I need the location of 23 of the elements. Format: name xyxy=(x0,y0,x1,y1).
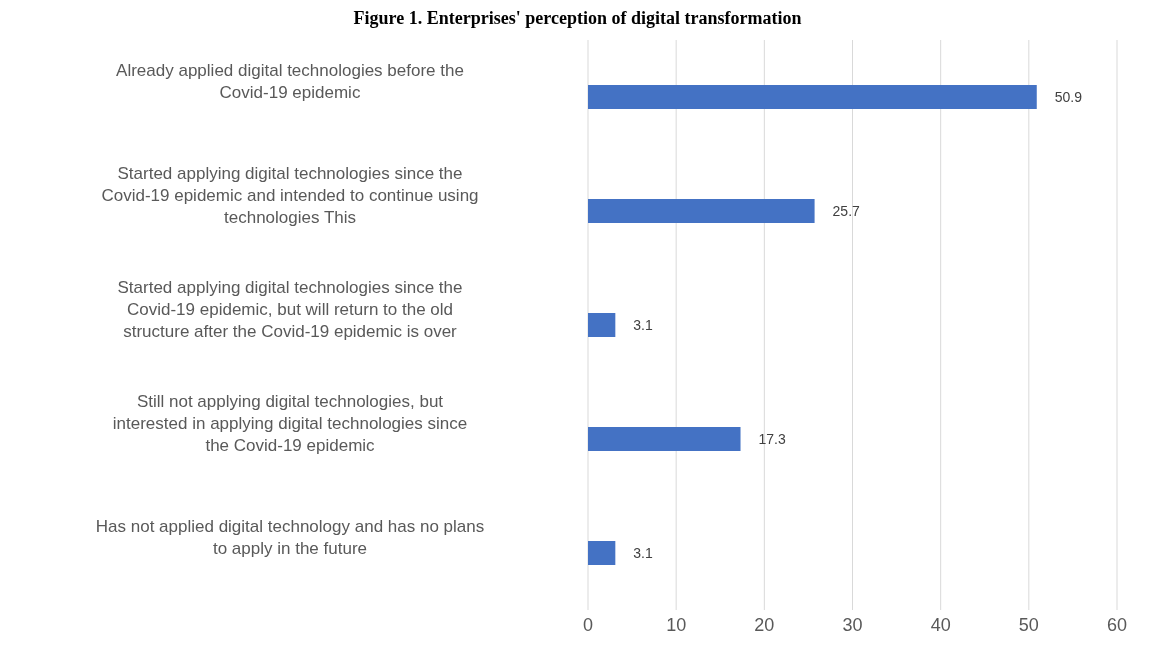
y-tick-label: Still not applying digital technologies, but interested in applying digital technologies since the Covid-19 epidemic xyxy=(112,392,468,455)
y-tick-label: Started applying digital technologies since the Covid-19 epidemic and intended to continue using technologies This xyxy=(101,164,479,227)
chart-title: Figure 1. Enterprises' perception of digital transformation xyxy=(352,8,803,30)
x-tick-label: 20 xyxy=(754,614,775,635)
y-tick-label: Already applied digital technologies before the Covid-19 epidemic xyxy=(116,61,464,102)
bar xyxy=(588,313,616,337)
y-tick-label: Has not applied digital technology and has no plans to apply in the future xyxy=(95,517,485,558)
bar xyxy=(588,85,1037,109)
bar xyxy=(588,541,616,565)
x-tick-label: 50 xyxy=(1018,614,1039,635)
data-label: 17.3 xyxy=(758,430,786,447)
y-tick-label: Started applying digital technologies since the Covid-19 epidemic, but will return to the old structure after the Covid-19 epidemic is over xyxy=(117,278,463,341)
x-tick-label: 0 xyxy=(582,614,594,635)
bar xyxy=(588,199,815,223)
x-tick-label: 30 xyxy=(842,614,863,635)
data-label: 25.7 xyxy=(832,202,861,219)
x-tick-label: 40 xyxy=(930,614,951,635)
bar xyxy=(588,427,741,451)
data-label: 3.1 xyxy=(633,316,654,333)
data-label: 50.9 xyxy=(1054,88,1083,105)
x-tick-label: 60 xyxy=(1106,614,1128,635)
data-label: 3.1 xyxy=(633,544,654,561)
x-tick-label: 10 xyxy=(666,614,687,635)
